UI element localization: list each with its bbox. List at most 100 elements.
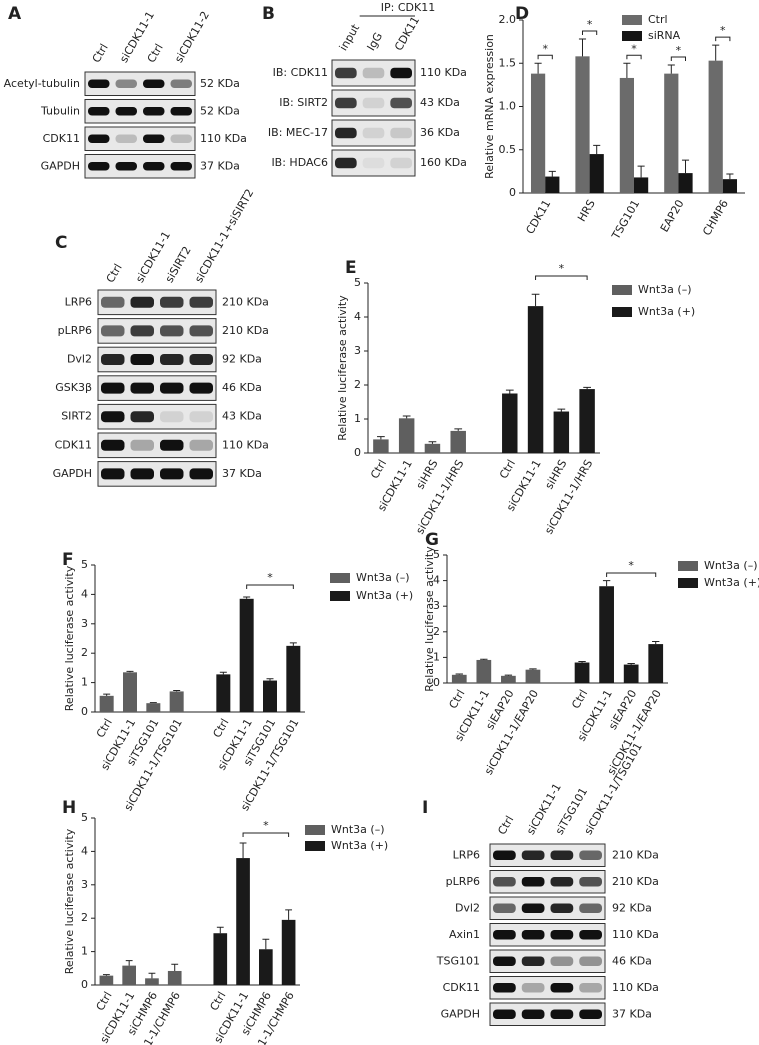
band <box>130 468 154 480</box>
lane-label: siCDK11-2 <box>172 9 212 65</box>
y-tick-label: 2 <box>354 378 361 391</box>
blot-frame <box>489 870 606 894</box>
bar <box>634 177 649 193</box>
y-tick-label: 1 <box>81 676 88 689</box>
bar <box>722 179 738 193</box>
error-bar <box>377 436 385 440</box>
bar <box>213 933 228 985</box>
error-bar <box>219 671 227 675</box>
x-tick-label: Ctrl <box>446 688 467 711</box>
band <box>362 67 385 79</box>
bar <box>589 154 604 193</box>
legend-swatch <box>330 573 350 583</box>
band <box>130 411 154 423</box>
error-bar <box>627 663 635 665</box>
y-tick-label: 4 <box>81 587 88 600</box>
size-label: 210 KDa <box>612 848 659 861</box>
significance-bracket <box>535 275 588 280</box>
error-bar <box>243 596 251 599</box>
error-bar <box>262 938 270 950</box>
x-tick-label: Ctrl <box>207 990 228 1013</box>
band <box>550 930 574 940</box>
y-tick-label: 1.0 <box>499 100 517 113</box>
error-bar <box>289 642 297 646</box>
significance-mark: * <box>628 559 634 572</box>
bar <box>527 306 544 453</box>
bar <box>553 411 570 453</box>
band <box>160 325 184 337</box>
band <box>160 468 184 480</box>
band <box>390 127 412 139</box>
band <box>101 468 125 480</box>
band <box>189 382 213 394</box>
row-label: Dvl2 <box>455 901 480 914</box>
blot-frame <box>489 976 606 1000</box>
x-tick-label: CHMP6 <box>700 198 731 238</box>
legend-label: Wnt3a (–) <box>331 823 384 836</box>
x-tick-label: Ctrl <box>368 458 389 481</box>
band <box>189 468 213 480</box>
legend-swatch <box>305 825 325 835</box>
lane-label: IgG <box>364 30 385 53</box>
band <box>390 97 412 109</box>
size-label: 160 KDa <box>420 156 467 169</box>
bar <box>123 672 137 712</box>
legend-label: Ctrl <box>648 13 668 26</box>
row-label: Dvl2 <box>67 353 92 366</box>
size-label: 43 KDa <box>420 96 460 109</box>
x-tick-label: HRS <box>575 197 598 223</box>
y-tick-label: 3 <box>433 599 440 612</box>
x-tick-label: Ctrl <box>497 458 518 481</box>
legend-swatch <box>678 561 698 571</box>
error-bar <box>402 415 411 419</box>
row-label: Tubulin <box>40 104 80 117</box>
significance-mark: * <box>587 18 593 31</box>
x-tick-label: CDK11 <box>523 198 553 237</box>
y-tick-label: 1 <box>433 650 440 663</box>
error-bar <box>578 660 586 663</box>
error-bar <box>583 386 591 390</box>
legend-label: Wnt3a (+) <box>356 589 413 602</box>
band <box>579 903 602 913</box>
band <box>160 439 184 451</box>
row-label: CDK11 <box>55 438 92 451</box>
significance-mark: * <box>720 24 726 37</box>
x-tick-label: siCDK11-1/HRS <box>413 457 466 536</box>
error-bar <box>557 408 566 412</box>
bar <box>99 695 114 712</box>
error-bar <box>548 170 556 177</box>
bar <box>575 56 590 193</box>
row-label: IB: SIRT2 <box>279 96 328 109</box>
significance-mark: * <box>631 42 637 55</box>
y-tick-label: 0 <box>433 676 440 689</box>
band <box>189 354 213 365</box>
x-tick-label: siHRS <box>414 457 441 491</box>
bar <box>424 443 441 453</box>
band <box>189 296 213 308</box>
y-tick-label: 1 <box>81 945 88 958</box>
size-label: 46 KDa <box>612 954 652 967</box>
band <box>170 107 192 116</box>
x-tick-label: EAP20 <box>658 198 687 235</box>
blot-frame <box>489 1002 606 1026</box>
legend-swatch <box>622 31 642 41</box>
band <box>170 79 192 88</box>
significance-bracket <box>715 36 731 42</box>
row-label: CDK11 <box>443 981 480 994</box>
size-label: 52 KDa <box>200 104 240 117</box>
bar <box>525 669 541 683</box>
bar <box>236 858 250 985</box>
band <box>521 850 545 860</box>
legend-swatch <box>612 285 632 295</box>
panel-letter: D <box>515 4 529 24</box>
x-tick-label: Ctrl <box>569 688 590 711</box>
y-tick-label: 3 <box>81 617 88 630</box>
y-tick-label: 2 <box>81 646 88 659</box>
row-label: Acetyl-tubulin <box>4 77 80 90</box>
band <box>390 67 412 79</box>
x-tick-label: siHRS <box>542 457 569 491</box>
error-bar <box>455 673 463 675</box>
error-bar <box>148 972 156 979</box>
band <box>130 296 154 308</box>
